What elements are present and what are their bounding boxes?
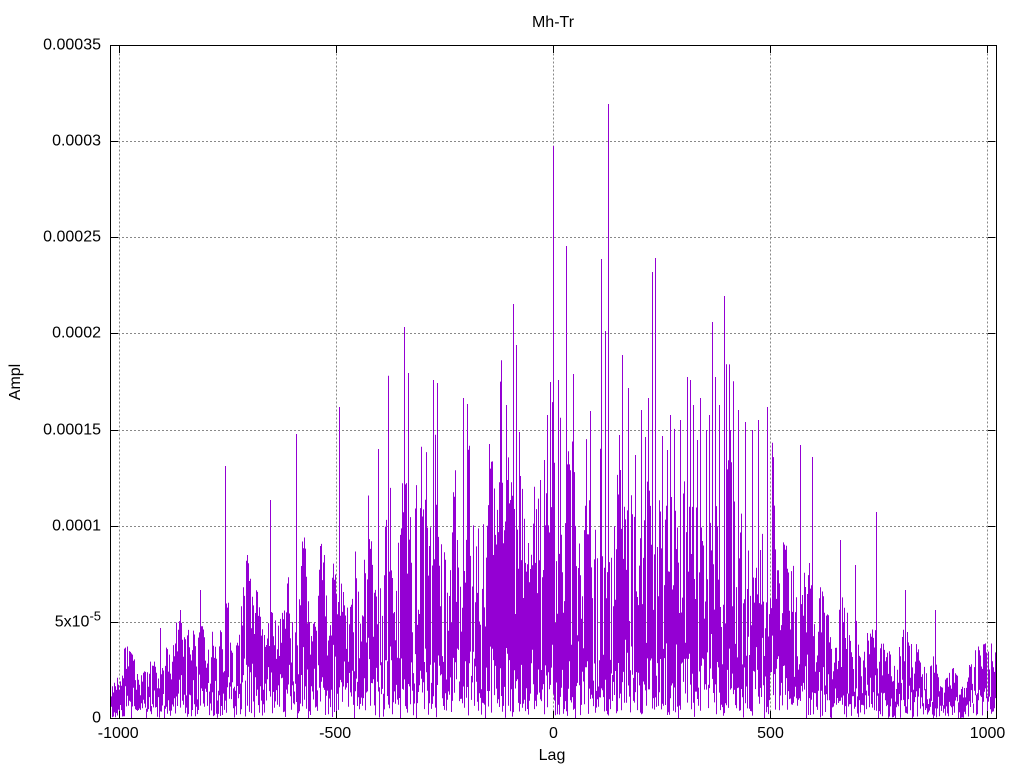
svg-text:0.00035: 0.00035: [43, 37, 101, 54]
svg-text:Mh-Tr: Mh-Tr: [532, 14, 575, 31]
svg-text:0: 0: [549, 725, 558, 742]
svg-text:0.00025: 0.00025: [43, 229, 101, 246]
svg-text:0.0003: 0.0003: [52, 133, 101, 150]
svg-text:0.00015: 0.00015: [43, 422, 101, 439]
svg-text:Ampl: Ampl: [7, 364, 24, 400]
svg-text:0: 0: [92, 710, 101, 727]
svg-text:Lag: Lag: [539, 747, 566, 764]
svg-text:1000: 1000: [970, 725, 1006, 742]
svg-text:500: 500: [757, 725, 784, 742]
svg-text:0.0002: 0.0002: [52, 325, 101, 342]
svg-text:5x10-5: 5x10-5: [55, 609, 101, 631]
svg-text:-1000: -1000: [98, 725, 139, 742]
svg-text:-500: -500: [319, 725, 351, 742]
svg-text:0.0001: 0.0001: [52, 518, 101, 535]
